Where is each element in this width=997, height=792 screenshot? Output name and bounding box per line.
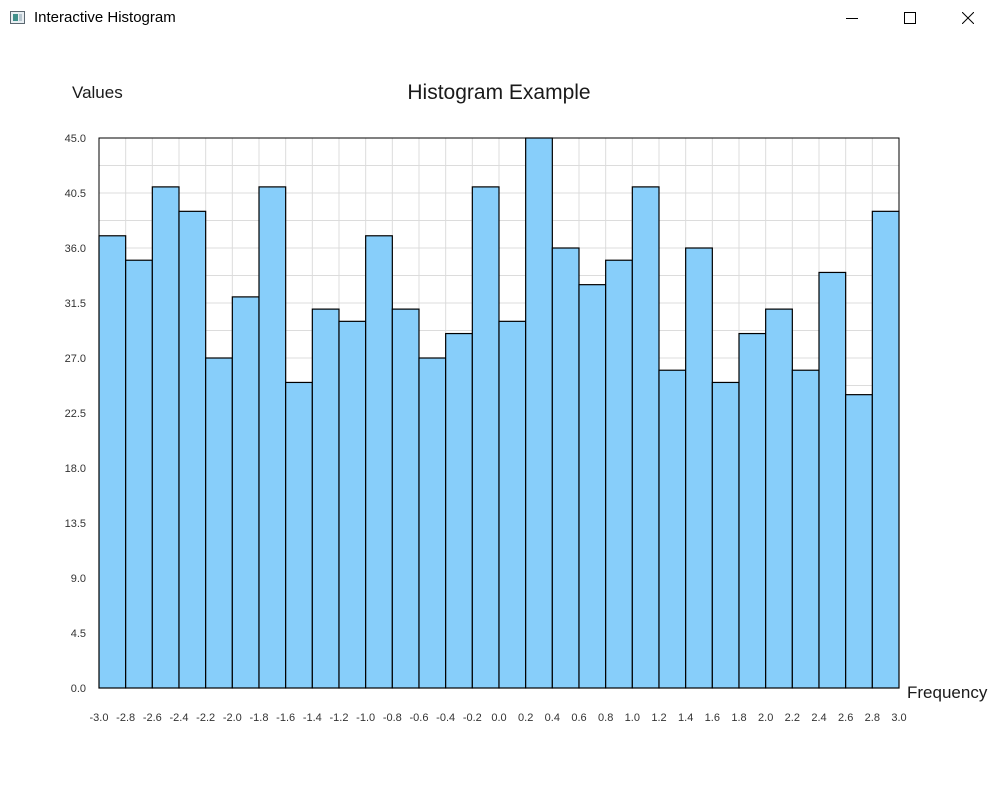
x-tick-label: -2.2 [196, 712, 215, 724]
histogram-bar [605, 259, 633, 689]
histogram-bar [418, 357, 447, 689]
x-tick-label: 1.6 [705, 712, 720, 724]
maximize-button[interactable] [881, 0, 939, 36]
x-tick-labels: -3.0 -2.8 -2.6 -2.4 -2.2 -2.0 -1.8 -1.6 -1.4 -1.2… [90, 712, 907, 724]
x-tick-label: -1.0 [356, 712, 375, 724]
x-tick-label: 2.8 [865, 712, 880, 724]
y-axis-label: Values [72, 83, 123, 102]
histogram-bar [258, 186, 287, 689]
app-window-icon [10, 11, 25, 24]
histogram-bar [791, 369, 820, 689]
close-button[interactable] [939, 0, 997, 36]
plot-frame [98, 137, 900, 689]
histogram-bar [765, 308, 793, 689]
histogram-bar [338, 320, 367, 689]
chart-bars [98, 137, 900, 689]
x-tick-label: 2.6 [838, 712, 853, 724]
x-tick-label: -0.8 [383, 712, 402, 724]
histogram-bar [551, 247, 580, 689]
x-tick-label: 0.6 [571, 712, 586, 724]
y-tick-label: 9.0 [71, 573, 86, 585]
histogram-bar [231, 296, 260, 689]
x-tick-label: 1.4 [678, 712, 693, 724]
x-tick-label: -2.6 [143, 712, 162, 724]
histogram-bar [738, 332, 767, 689]
x-tick-label: -0.6 [410, 712, 429, 724]
histogram-bar [471, 186, 500, 689]
histogram-bar [845, 394, 873, 689]
x-tick-label: 3.0 [891, 712, 906, 724]
x-axis-label: Frequency [907, 683, 988, 702]
y-tick-label: 45.0 [65, 133, 86, 145]
histogram-bar [125, 259, 153, 689]
chart-title: Histogram Example [407, 81, 590, 104]
y-tick-label: 36.0 [65, 243, 86, 255]
window-titlebar[interactable]: Interactive Histogram [0, 0, 997, 36]
y-tick-labels: 0.0 4.5 9.0 13.5 18.0 22.5 27.0 31.5 36.0 40.5 45.… [65, 133, 86, 695]
maximize-icon [904, 12, 916, 24]
histogram-bar [818, 271, 847, 689]
window-title: Interactive Histogram [34, 9, 176, 26]
x-tick-label: 0.0 [491, 712, 506, 724]
x-tick-label: -1.6 [276, 712, 295, 724]
histogram-bar [631, 186, 660, 689]
x-tick-label: -1.4 [303, 712, 322, 724]
x-tick-label: -2.4 [170, 712, 189, 724]
y-tick-label: 40.5 [65, 188, 86, 200]
histogram-bar [525, 137, 553, 689]
histogram-bar [498, 320, 527, 689]
x-tick-label: -0.4 [436, 712, 455, 724]
y-tick-label: 4.5 [71, 628, 86, 640]
x-tick-label: -1.2 [330, 712, 349, 724]
histogram-bar [311, 308, 340, 689]
y-tick-label: 13.5 [65, 518, 86, 530]
histogram-bar [871, 210, 900, 689]
histogram-bar [711, 381, 740, 689]
histogram-chart: 0.0 4.5 9.0 13.5 18.0 22.5 27.0 31.5 36.0 40.5 45.… [65, 81, 988, 724]
y-tick-label: 22.5 [65, 408, 86, 420]
x-tick-label: 0.4 [545, 712, 560, 724]
histogram-bar [365, 235, 393, 689]
histogram-bar [445, 332, 473, 689]
x-tick-label: -3.0 [90, 712, 109, 724]
x-tick-label: 0.2 [518, 712, 533, 724]
x-tick-label: -0.2 [463, 712, 482, 724]
y-tick-label: 31.5 [65, 298, 86, 310]
close-icon [962, 12, 974, 24]
minimize-button[interactable] [823, 0, 881, 36]
histogram-bar [391, 308, 420, 689]
x-tick-label: 2.4 [811, 712, 826, 724]
x-tick-label: 1.8 [731, 712, 746, 724]
x-tick-label: 2.2 [785, 712, 800, 724]
x-tick-label: 1.0 [625, 712, 640, 724]
minimize-icon [846, 18, 858, 19]
y-tick-label: 27.0 [65, 353, 86, 365]
x-tick-label: 0.8 [598, 712, 613, 724]
histogram-bar [151, 186, 180, 689]
y-tick-label: 18.0 [65, 463, 86, 475]
x-tick-label: 1.2 [651, 712, 666, 724]
y-tick-label: 0.0 [71, 683, 86, 695]
histogram-bar [658, 369, 687, 689]
histogram-bar [285, 381, 313, 689]
x-tick-label: -2.0 [223, 712, 242, 724]
histogram-bar [98, 235, 127, 689]
histogram-bar [685, 247, 713, 689]
x-tick-label: 2.0 [758, 712, 773, 724]
histogram-bar [178, 210, 207, 689]
histogram-bar [205, 357, 233, 689]
histogram-chart-area: 0.0 4.5 9.0 13.5 18.0 22.5 27.0 31.5 36.0 40.5 45.… [0, 36, 997, 787]
x-tick-label: -2.8 [116, 712, 135, 724]
x-tick-label: -1.8 [250, 712, 269, 724]
histogram-bar [578, 284, 607, 689]
